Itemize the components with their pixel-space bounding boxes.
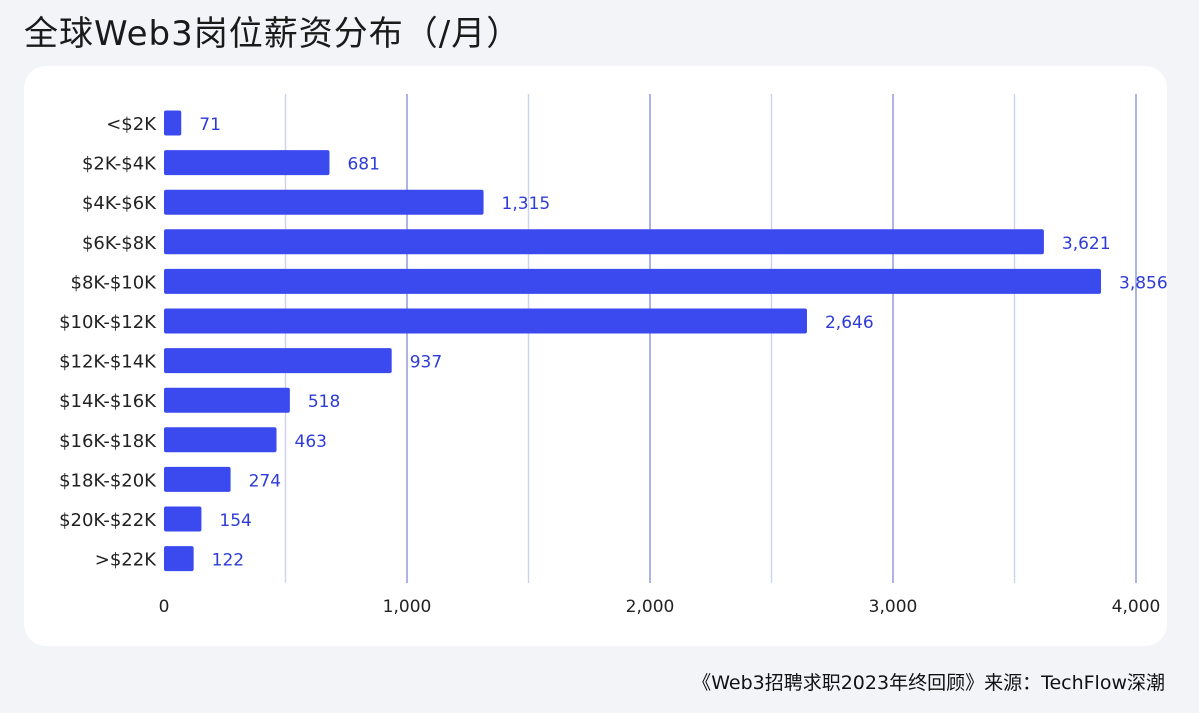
category-label: $2K-$4K <box>82 154 157 175</box>
value-label: 122 <box>212 551 244 571</box>
value-label: 3,856 <box>1119 273 1167 293</box>
value-label: 71 <box>199 115 221 135</box>
x-tick-label: 0 <box>159 597 170 617</box>
bar <box>164 229 1044 255</box>
category-label: $14K-$16K <box>59 391 157 412</box>
bar <box>164 308 807 334</box>
x-tick-label: 3,000 <box>869 597 918 617</box>
category-label: $8K-$10K <box>71 272 158 293</box>
category-label: $12K-$14K <box>59 352 157 373</box>
category-label: $20K-$22K <box>59 510 157 531</box>
bar <box>164 268 1102 294</box>
x-tick-label: 4,000 <box>1112 597 1161 617</box>
bar <box>164 387 290 413</box>
value-label: 463 <box>295 432 327 452</box>
value-label: 681 <box>347 155 379 175</box>
bar <box>164 427 277 453</box>
category-label: $4K-$6K <box>82 193 157 214</box>
value-label: 937 <box>410 353 442 373</box>
category-label: $16K-$18K <box>59 431 157 452</box>
source-caption: 《Web3招聘求职2023年终回顾》来源：TechFlow深潮 <box>692 672 1165 694</box>
value-label: 274 <box>249 471 281 491</box>
bar <box>164 466 231 492</box>
bar <box>164 546 194 572</box>
bar <box>164 150 330 176</box>
category-label: $18K-$20K <box>59 470 157 491</box>
bar <box>164 506 202 532</box>
bar <box>164 110 182 136</box>
value-label: 1,315 <box>502 194 551 214</box>
x-tick-label: 2,000 <box>626 597 675 617</box>
salary-bar-chart: <$2K 71 $2K-$4K 681 $4K-$6K 1,315 $6K-$8K 3,621… <box>59 94 1167 617</box>
value-label: 3,621 <box>1062 234 1111 254</box>
category-label: >$22K <box>95 550 157 571</box>
value-label: 2,646 <box>825 313 874 333</box>
chart-card: <$2K 71 $2K-$4K 681 $4K-$6K 1,315 $6K-$8K 3,621… <box>24 66 1167 646</box>
category-label: <$2K <box>106 114 157 135</box>
bar <box>164 189 484 215</box>
category-label: $6K-$8K <box>82 233 157 254</box>
value-label: 154 <box>219 511 251 531</box>
page-title: 全球Web3岗位薪资分布（/月） <box>24 14 522 54</box>
category-label: $10K-$12K <box>59 312 157 333</box>
bar <box>164 348 392 374</box>
value-label: 518 <box>308 392 340 412</box>
x-tick-label: 1,000 <box>383 597 432 617</box>
